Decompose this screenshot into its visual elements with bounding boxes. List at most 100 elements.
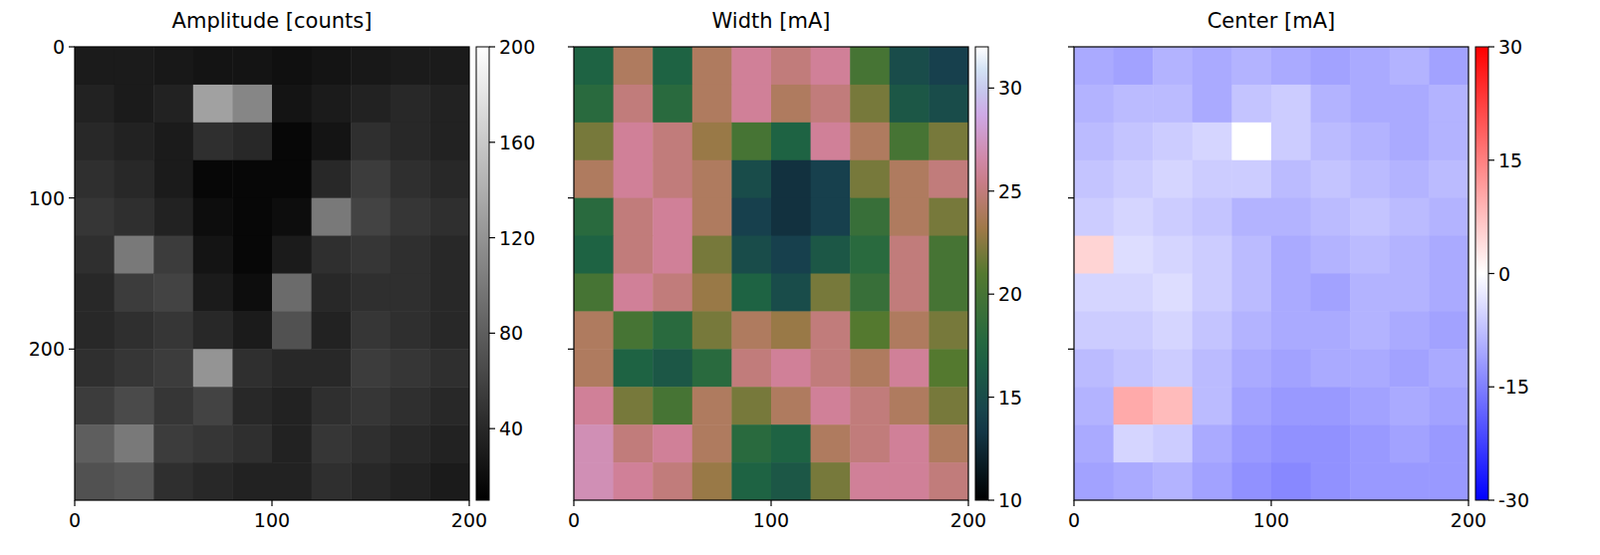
heat-cell (1231, 84, 1272, 123)
heat-cell (810, 84, 851, 123)
heat-cell (1311, 424, 1351, 463)
heat-cell (810, 122, 851, 161)
heat-cell (928, 46, 969, 85)
heat-cell (573, 310, 614, 349)
heat-cell (114, 310, 155, 349)
heat-cell (810, 424, 851, 463)
heat-cell (74, 122, 115, 161)
heat-cell (1113, 46, 1154, 85)
heat-cell (1311, 160, 1351, 199)
heat-cell (652, 84, 693, 123)
heat-cell (1389, 386, 1430, 425)
heat-cell (692, 386, 733, 425)
colorbar-tick (988, 499, 995, 501)
heat-cell (350, 236, 391, 274)
y-tick (1067, 197, 1074, 199)
heat-cell (1073, 160, 1114, 199)
heat-cell (1428, 198, 1469, 237)
heat-cell (849, 273, 890, 312)
heat-cell (613, 386, 654, 425)
heat-cell (271, 348, 312, 387)
heat-cell (390, 424, 431, 463)
heat-cell (573, 122, 614, 161)
heat-cell (810, 160, 851, 199)
heat-cell (1231, 310, 1272, 349)
panel: 0100200Width [mA]1015202530 (567, 8, 1023, 532)
heat-cell (193, 386, 234, 425)
heat-cell (771, 84, 811, 123)
heat-cell (429, 462, 470, 501)
heat-cell (849, 310, 890, 349)
heat-cell (114, 424, 155, 463)
heat-cell (1152, 273, 1193, 312)
heat-cell (1231, 122, 1272, 161)
heat-cell (692, 310, 733, 349)
colorbar-tick (1488, 272, 1495, 274)
panel-title: Width [mA] (712, 8, 831, 33)
heat-cell (1271, 273, 1312, 312)
heat-cell (692, 198, 733, 237)
heat-cell (193, 160, 234, 199)
heat-cell (1152, 122, 1193, 161)
heat-cell (771, 462, 811, 501)
colorbar-tick (1488, 159, 1495, 161)
heat-cell (74, 386, 115, 425)
heat-cell (1152, 198, 1193, 237)
heat-cell (1113, 160, 1154, 199)
heat-cell (928, 198, 969, 237)
heat-cell (1389, 84, 1430, 123)
heat-cell (810, 310, 851, 349)
colorbar-tick-label: 40 (499, 417, 524, 440)
heat-cell (153, 310, 194, 349)
heat-cell (193, 236, 234, 274)
colorbar-tick-label: 0 (1498, 263, 1511, 285)
heat-cell (573, 462, 614, 501)
heat-cell (1389, 424, 1430, 463)
heat-cell (1271, 122, 1312, 161)
y-tick (68, 348, 75, 350)
colorbar-tick-label: 160 (499, 131, 535, 154)
heat-cell (1428, 310, 1469, 349)
heat-cell (311, 273, 352, 312)
heat-cell (810, 273, 851, 312)
colorbar-tick (988, 293, 995, 295)
heat-cell (731, 84, 772, 123)
heat-cell (390, 348, 431, 387)
heat-cell (849, 198, 890, 237)
colorbar-tick (489, 237, 496, 239)
heat-cell (771, 273, 811, 312)
heat-cell (1311, 273, 1351, 312)
heat-cell (1349, 348, 1390, 387)
heat-cell (1428, 46, 1469, 85)
heat-cell (1192, 310, 1233, 349)
x-tick (468, 500, 470, 507)
heat-cell (771, 160, 811, 199)
heat-cell (771, 310, 811, 349)
heat-cell (771, 386, 811, 425)
colorbar-tick-label: 25 (998, 180, 1023, 203)
heat-cell (1231, 348, 1272, 387)
colorbar-tick (489, 332, 496, 334)
heat-cell (232, 236, 272, 274)
heat-cell (928, 273, 969, 312)
heat-cell (889, 122, 930, 161)
heat-cell (193, 273, 234, 312)
heat-cell (350, 122, 391, 161)
heat-cell (1349, 84, 1390, 123)
heat-cell (271, 386, 312, 425)
heat-cell (1073, 84, 1114, 123)
panel: 01002000100200Amplitude [counts]40801201… (28, 8, 536, 532)
heat-cell (193, 198, 234, 237)
heat-cell (74, 236, 115, 274)
heat-cell (810, 348, 851, 387)
y-tick (567, 45, 574, 47)
heat-cell (731, 348, 772, 387)
heat-cell (153, 348, 194, 387)
panel: 0100200Center [mA]-30-1501530 (1067, 8, 1530, 532)
heat-cell (731, 236, 772, 274)
heat-cell (1192, 84, 1233, 123)
heat-cell (350, 386, 391, 425)
heat-cell (271, 310, 312, 349)
heat-cell (1349, 160, 1390, 199)
heat-cell (810, 46, 851, 85)
